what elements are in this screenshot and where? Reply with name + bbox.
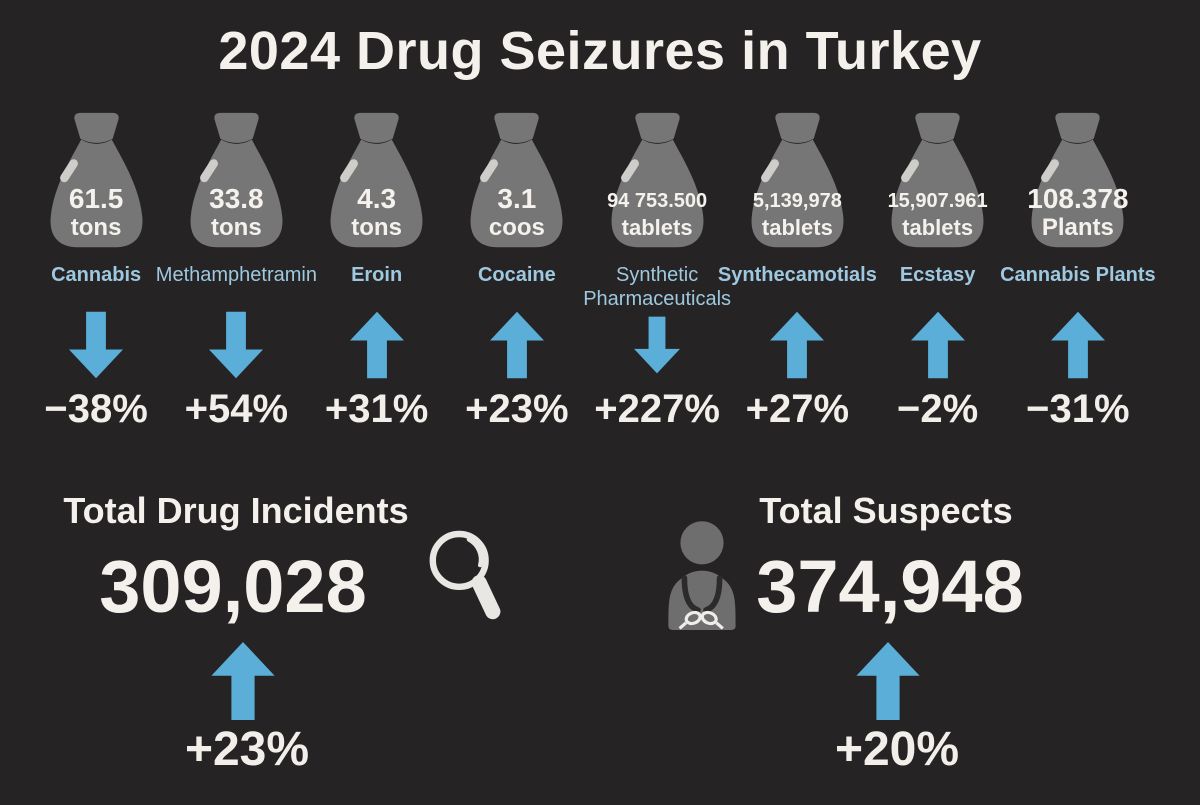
- trend-arrow-icon: [489, 311, 544, 383]
- incidents-percent-change: +23%: [184, 723, 310, 776]
- magnifier-icon: [424, 522, 504, 647]
- seizure-amount-block: 94 753.500 tablets: [600, 184, 715, 242]
- percent-change: +227%: [594, 387, 720, 431]
- drug-column-cannabis-plants: 108.378 Plants Cannabis Plants −31%: [1000, 110, 1156, 432]
- drug-name-line: Synthecamotials: [717, 264, 877, 286]
- page-title: 2024 Drug Seizures in Turkey: [218, 21, 982, 81]
- trend-arrow-icon: [1050, 311, 1105, 383]
- seizure-unit: tons: [70, 214, 122, 241]
- seizure-amount-block: 61.5 tons: [39, 184, 154, 242]
- trend-arrow-icon: [634, 311, 681, 383]
- seizure-amount: 15,907.961: [887, 190, 988, 212]
- seizure-unit: tons: [211, 214, 262, 241]
- seizure-amount: 4.3: [357, 183, 397, 214]
- seizure-bag-icon: 94 753.500 tablets: [600, 110, 715, 253]
- drug-column-ecstasy: 15,907.961 tablets Ecstasy −2%: [868, 110, 1008, 432]
- seizure-amount: 94 753.500: [607, 190, 708, 212]
- drug-column-synthetic-pharmaceuticals: 94 753.500 tablets Synthetic Pharmaceuti…: [583, 110, 731, 432]
- trend-arrow-icon: [349, 311, 404, 383]
- incidents-trend-arrow-icon: [210, 642, 276, 720]
- seizure-unit: tons: [351, 214, 402, 241]
- trend-arrow-icon: [69, 311, 124, 383]
- drug-name-line: Eroin: [351, 264, 403, 286]
- trend-arrow-icon: [910, 311, 965, 383]
- seizure-amount-block: 33.8 tons: [179, 184, 294, 242]
- percent-change: −38%: [44, 387, 148, 431]
- seizure-bag-icon: 3.1 coos: [459, 110, 574, 253]
- seizure-unit: tablets: [761, 215, 833, 240]
- drug-name-line: Synthetic: [615, 264, 699, 286]
- seizure-amount-block: 5,139,978 tablets: [740, 184, 855, 242]
- seizure-bag-icon: 5,139,978 tablets: [740, 110, 855, 253]
- drug-name-line: Ecstasy: [899, 264, 976, 286]
- drug-name-line: Cocaine: [477, 264, 556, 286]
- seizure-amount: 3.1: [497, 183, 537, 214]
- drug-name-line: Cannabis: [51, 264, 142, 286]
- drug-name-label: Synthecamotials: [718, 263, 877, 311]
- drug-name-label: Cocaine: [478, 263, 556, 311]
- drug-name-label: Eroin: [351, 263, 402, 311]
- seizure-amount-block: 15,907.961 tablets: [880, 184, 995, 242]
- seizure-unit: tablets: [621, 215, 693, 240]
- drug-name-label: Cannabis Plants: [1000, 263, 1156, 311]
- trend-arrow-icon: [770, 311, 825, 383]
- suspects-trend-arrow-icon: [855, 642, 921, 720]
- drug-name-label: Methamphetramin: [156, 263, 317, 311]
- seizure-unit: coos: [488, 214, 545, 241]
- total-drug-incidents-label: Total Drug Incidents: [63, 490, 409, 531]
- drug-name-line: Methamphetramin: [155, 264, 317, 286]
- percent-change: +27%: [745, 387, 850, 431]
- drug-name-line: Cannabis Plants: [1000, 264, 1156, 286]
- seizure-bag-icon: 15,907.961 tablets: [880, 110, 995, 253]
- total-suspects-label: Total Suspects: [759, 490, 1013, 531]
- drug-column-cannabis: 61.5 tons Cannabis −38%: [26, 110, 166, 432]
- seizure-amount: 61.5: [68, 183, 124, 214]
- seizure-amount-block: 108.378 Plants: [1020, 184, 1135, 242]
- suspect-in-handcuffs-icon: [658, 514, 746, 647]
- seizure-amount: 5,139,978: [752, 190, 842, 212]
- drug-column-methamphetramin: 33.8 tons Methamphetramin +54%: [156, 110, 317, 432]
- drug-column-eroin: 4.3 tons Eroin +31%: [307, 110, 447, 432]
- seizure-bag-icon: 4.3 tons: [319, 110, 434, 253]
- percent-change: +31%: [324, 387, 429, 431]
- percent-change: −31%: [1026, 387, 1130, 431]
- seizure-unit: Plants: [1041, 214, 1114, 241]
- drug-seizures-row: 61.5 tons Cannabis −38% 33.8 tons: [0, 110, 1200, 432]
- seizure-amount-block: 3.1 coos: [459, 184, 574, 242]
- percent-change: −2%: [897, 387, 979, 431]
- seizure-bag-icon: 108.378 Plants: [1020, 110, 1135, 253]
- drug-name-label: Cannabis: [51, 263, 141, 311]
- drug-column-synthecamotials: 5,139,978 tablets Synthecamotials +27%: [718, 110, 877, 432]
- drug-name-line: Pharmaceuticals: [583, 288, 732, 310]
- percent-change: +54%: [184, 387, 289, 431]
- drug-name-label: Synthetic Pharmaceuticals: [583, 263, 731, 311]
- infographic-root: 2024 Drug Seizures in Turkey 61.5 tons C…: [0, 20, 1200, 805]
- percent-change: +23%: [465, 387, 569, 431]
- seizure-amount: 33.8: [209, 183, 264, 214]
- seizure-bag-icon: 61.5 tons: [39, 110, 154, 253]
- total-suspects-value: 374,948: [756, 545, 1024, 628]
- seizure-amount-block: 4.3 tons: [319, 184, 434, 242]
- drug-name-label: Ecstasy: [900, 263, 976, 311]
- suspects-percent-change: +20%: [834, 723, 960, 776]
- total-drug-incidents-value: 309,028: [99, 545, 367, 628]
- seizure-amount: 108.378: [1027, 183, 1129, 214]
- drug-column-cocaine: 3.1 coos Cocaine +23%: [447, 110, 587, 432]
- trend-arrow-icon: [209, 311, 264, 383]
- seizure-bag-icon: 33.8 tons: [179, 110, 294, 253]
- seizure-unit: tablets: [902, 215, 974, 240]
